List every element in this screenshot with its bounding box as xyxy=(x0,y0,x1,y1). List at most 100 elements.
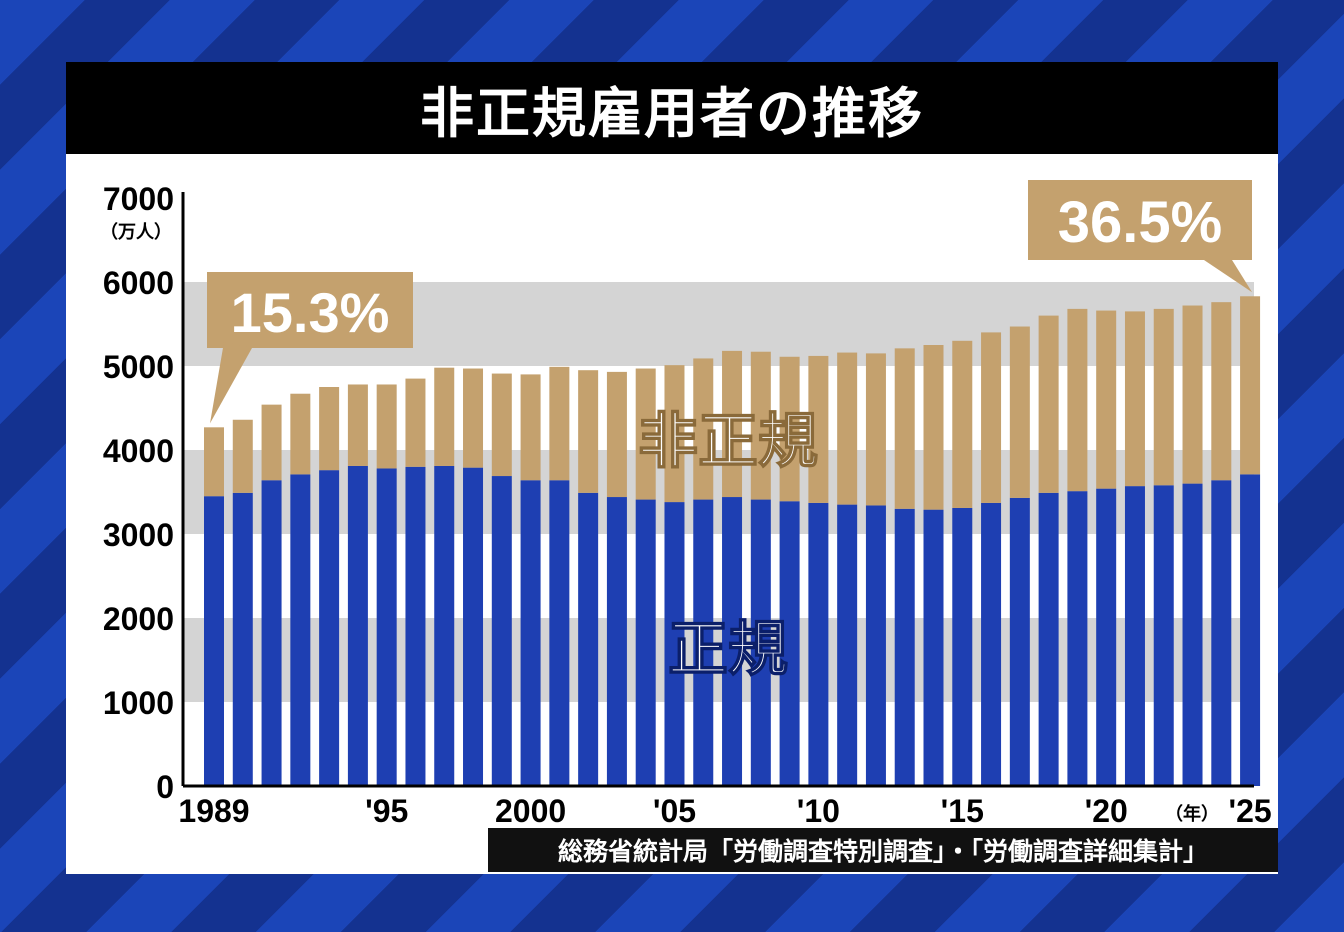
bar-nonregular xyxy=(808,355,829,503)
bar-regular xyxy=(520,480,541,786)
x-tick-label: 2000 xyxy=(495,793,566,829)
bar-regular xyxy=(606,497,627,786)
bar-nonregular xyxy=(635,368,656,500)
bar-regular xyxy=(1153,485,1174,786)
bar-nonregular xyxy=(204,427,224,497)
bar-regular xyxy=(1124,486,1145,786)
source-caption: 総務省統計局「労働調査特別調査」・「労働調査詳細集計」 xyxy=(488,828,1278,872)
bar-nonregular xyxy=(894,348,915,509)
y-tick-label: 0 xyxy=(156,769,174,805)
bar-regular xyxy=(635,499,656,786)
bar-nonregular xyxy=(952,340,973,508)
bar-nonregular xyxy=(1009,326,1030,498)
series-label-nonregular: 非正規 xyxy=(638,407,818,477)
callout-text-first: 15.3% xyxy=(231,281,390,344)
y-tick-label: 2000 xyxy=(103,601,174,637)
bar-regular xyxy=(750,499,771,786)
bar-nonregular xyxy=(1067,308,1088,492)
bar-regular xyxy=(693,499,714,786)
bar-nonregular xyxy=(664,365,685,503)
bar-nonregular xyxy=(1211,302,1232,481)
bar-regular xyxy=(434,465,455,786)
callout-text-last: 36.5% xyxy=(1058,190,1222,255)
bar-regular xyxy=(1182,483,1203,786)
bar-nonregular xyxy=(1124,311,1145,487)
bar-nonregular xyxy=(491,373,512,477)
stacked-bar-chart: 0 1000 2000 3000 4000 5000 6000 7000 （万人） 1989 '95… xyxy=(100,180,1272,829)
bar-regular xyxy=(463,467,484,786)
bar-nonregular xyxy=(376,384,397,469)
bar-regular xyxy=(1009,497,1030,786)
x-tick-label: '05 xyxy=(653,793,696,829)
bar-nonregular xyxy=(750,351,771,500)
y-unit-label: （万人） xyxy=(100,222,172,243)
bar-regular xyxy=(1096,488,1117,786)
y-tick-label: 5000 xyxy=(103,349,174,385)
bar-regular xyxy=(865,505,886,786)
chart-panel: 非正規雇用者の推移 0 1000 2000 3000 4000 5000 6000 7000 （… xyxy=(66,62,1278,874)
bar-regular xyxy=(837,504,858,786)
x-tick-label: '20 xyxy=(1085,793,1128,829)
callout-pointer-first xyxy=(210,342,252,424)
bar-nonregular xyxy=(463,368,484,468)
x-tick-label: '25 xyxy=(1228,793,1271,829)
bar-regular xyxy=(664,502,685,786)
bar-nonregular xyxy=(1240,296,1261,475)
bar-nonregular xyxy=(232,419,253,493)
chart-title: 非正規雇用者の推移 xyxy=(66,62,1278,154)
bar-nonregular xyxy=(347,384,368,466)
bar-nonregular xyxy=(290,393,311,475)
bar-regular xyxy=(923,509,944,786)
bar-nonregular xyxy=(606,371,627,498)
bar-regular xyxy=(319,470,340,786)
bar-nonregular xyxy=(865,353,886,506)
bar-regular xyxy=(578,492,599,786)
bar-nonregular xyxy=(319,387,340,471)
y-tick-label: 6000 xyxy=(103,265,174,301)
bar-regular xyxy=(1240,474,1261,786)
bar-nonregular xyxy=(549,366,570,481)
x-tick-label: '95 xyxy=(365,793,408,829)
x-tick-label: 1989 xyxy=(178,793,249,829)
y-tick-label: 3000 xyxy=(103,517,174,553)
bar-regular xyxy=(290,474,311,786)
bar-nonregular xyxy=(578,370,599,493)
bar-regular xyxy=(347,465,368,786)
x-tick-label: '15 xyxy=(941,793,984,829)
y-tick-label: 4000 xyxy=(103,433,174,469)
bar-regular xyxy=(549,480,570,786)
series-label-regular: 正規 xyxy=(668,615,788,685)
callout-pointer-last xyxy=(1204,260,1253,293)
bar-nonregular xyxy=(779,356,800,502)
bar-regular xyxy=(1211,480,1232,786)
bar-regular xyxy=(405,466,426,786)
bar-regular xyxy=(981,502,1002,786)
x-tick-label: '10 xyxy=(797,793,840,829)
bar-nonregular xyxy=(1096,310,1117,489)
y-tick-label: 1000 xyxy=(103,685,174,721)
bar-nonregular xyxy=(1153,308,1174,486)
bar-nonregular xyxy=(405,378,426,467)
callout-box-last xyxy=(1028,180,1252,260)
bar-regular xyxy=(779,501,800,786)
y-tick-label: 7000 xyxy=(103,181,174,217)
bar-nonregular xyxy=(837,352,858,505)
bar-regular xyxy=(894,508,915,786)
bar-regular xyxy=(722,497,743,786)
bar-regular xyxy=(204,496,224,786)
bar-nonregular xyxy=(981,332,1002,503)
bar-nonregular xyxy=(923,345,944,510)
bar-regular xyxy=(376,468,397,786)
bar-nonregular xyxy=(693,358,714,500)
x-unit-label: （年） xyxy=(1165,803,1219,825)
bar-regular xyxy=(952,507,973,786)
bar-nonregular xyxy=(261,404,282,481)
bar-nonregular xyxy=(722,350,743,498)
bar-regular xyxy=(261,480,282,786)
bar-nonregular xyxy=(434,367,455,466)
bar-regular xyxy=(1067,491,1088,786)
bar-regular xyxy=(1038,492,1059,786)
bar-nonregular xyxy=(1182,305,1203,484)
bar-nonregular xyxy=(1038,315,1059,493)
bar-regular xyxy=(491,476,512,786)
